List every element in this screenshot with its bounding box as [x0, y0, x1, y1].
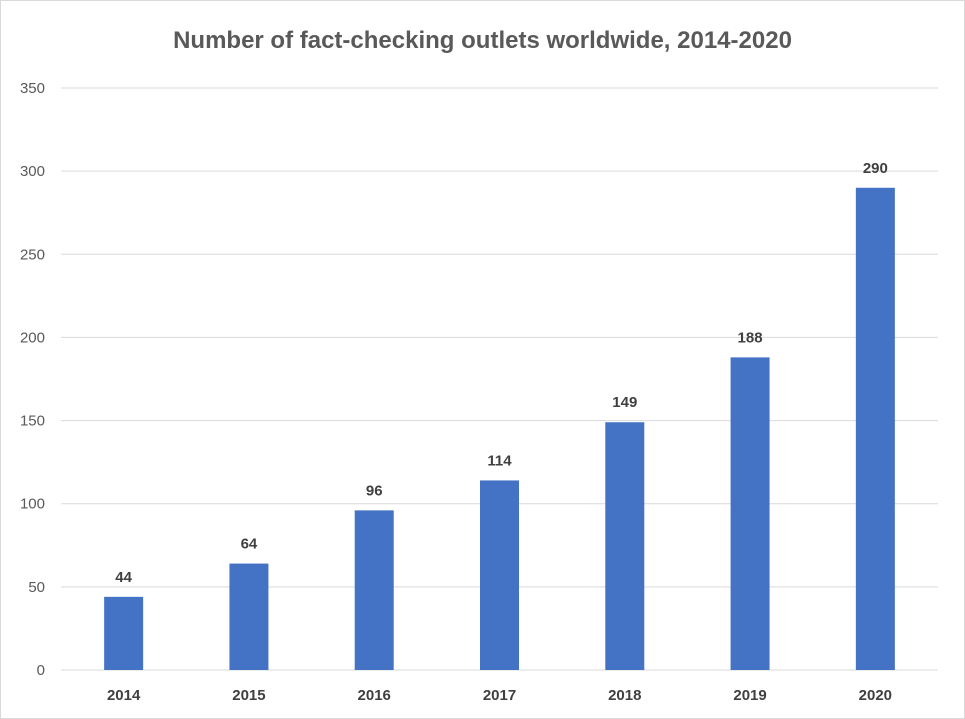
data-label: 188: [738, 329, 763, 346]
bar: [605, 422, 645, 670]
y-tick-label: 100: [20, 496, 45, 513]
x-tick-label: 2019: [733, 687, 766, 704]
bar: [730, 357, 770, 670]
y-tick-label: 350: [20, 80, 45, 97]
y-axis-ticks: 0 50 100 150 200 250 300 350: [20, 80, 45, 679]
y-tick-label: 200: [20, 329, 45, 346]
data-label: 290: [863, 160, 888, 177]
bar: [104, 596, 144, 670]
data-label: 44: [115, 569, 132, 586]
y-tick-label: 150: [20, 413, 45, 430]
bar: [229, 563, 269, 670]
y-tick-label: 50: [28, 579, 45, 596]
chart-title: Number of fact-checking outlets worldwid…: [173, 27, 792, 54]
bar: [354, 510, 394, 670]
x-tick-label: 2020: [859, 687, 892, 704]
data-label: 149: [612, 394, 637, 411]
y-tick-label: 300: [20, 163, 45, 180]
x-tick-label: 2014: [107, 687, 141, 704]
data-labels: 44 64 96 114 149 188 290: [115, 160, 888, 586]
x-tick-label: 2018: [608, 687, 641, 704]
y-tick-label: 250: [20, 246, 45, 263]
data-label: 96: [366, 482, 383, 499]
bar: [480, 480, 519, 670]
bars: [104, 187, 895, 670]
x-tick-label: 2015: [232, 687, 265, 704]
x-tick-label: 2016: [358, 687, 391, 704]
bar: [855, 187, 895, 670]
y-tick-label: 0: [37, 662, 45, 679]
data-label: 64: [241, 536, 258, 553]
x-tick-label: 2017: [483, 687, 516, 704]
data-label: 114: [487, 452, 512, 469]
x-axis-ticks: 2014 2015 2016 2017 2018 2019 2020: [107, 687, 892, 704]
